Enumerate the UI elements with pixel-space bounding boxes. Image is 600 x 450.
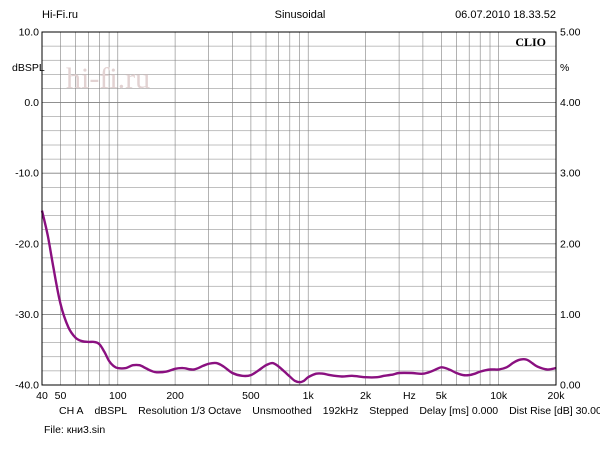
x-tick-label: 1k [303,390,315,402]
x-tick-label: 500 [242,390,260,402]
y2-tick-label: 3.00 [560,168,581,180]
y-axis-label: dBSPL [12,62,45,74]
status-rate: 192kHz [322,405,359,417]
x-tick-label: 10k [490,390,508,402]
y2-tick-label: 1.00 [560,309,581,321]
status-dist: Dist Rise [dB] 30.00 [509,405,600,417]
y-tick-label: 10.0 [19,27,40,39]
y-tick-label: 0.0 [24,97,39,109]
status-channel: CH A [59,405,84,417]
x-tick-label: 200 [166,390,184,402]
x-tick-label: 20k [548,390,566,402]
status-mode: Stepped [369,405,409,417]
plot-frame [41,31,557,386]
y2-tick-label: 4.00 [560,97,581,109]
brand-label: CLIO [515,35,546,49]
y2-tick-label: 2.00 [560,238,581,250]
y-tick-label: -30.0 [15,309,39,321]
y2-axis-label: % [560,62,569,74]
response-curve [40,210,557,384]
y2-tick-label: 5.00 [560,27,581,39]
x-tick-label: 40 [36,390,48,402]
watermark: hi-fi.ru [66,62,150,95]
status-delay: Delay [ms] 0.000 [419,405,499,417]
header-app-name: Hi-Fi.ru [42,9,79,21]
grid [42,32,556,385]
x-tick-label: 100 [109,390,127,402]
x-tick-label: 50 [55,390,67,402]
y-tick-label: -20.0 [15,238,39,250]
status-unit: dBSPL [94,405,128,417]
file-name: File: кни3.sin [44,424,106,436]
header-timestamp: 06.07.2010 18.33.52 [455,9,556,21]
x-tick-label: 5k [436,390,448,402]
axis-labels: 10.0 0.0 -10.0 -20.0 -30.0 -40.0 dBSPL 5.00 4.00… [12,27,581,403]
x-tick-label: 2k [360,390,372,402]
status-smoothing: Unsmoothed [252,405,312,417]
status-resolution: Resolution 1/3 Octave [138,405,242,417]
y2-tick-label: 0.00 [560,380,581,392]
status-bar: CH A dBSPL Resolution 1/3 Octave Unsmoot… [59,405,600,417]
header-title: Sinusoidal [274,9,326,21]
y-tick-label: -10.0 [15,168,39,180]
x-axis-label: Hz [403,390,416,402]
y-tick-label: -40.0 [15,380,39,392]
curve-layer [40,210,557,384]
